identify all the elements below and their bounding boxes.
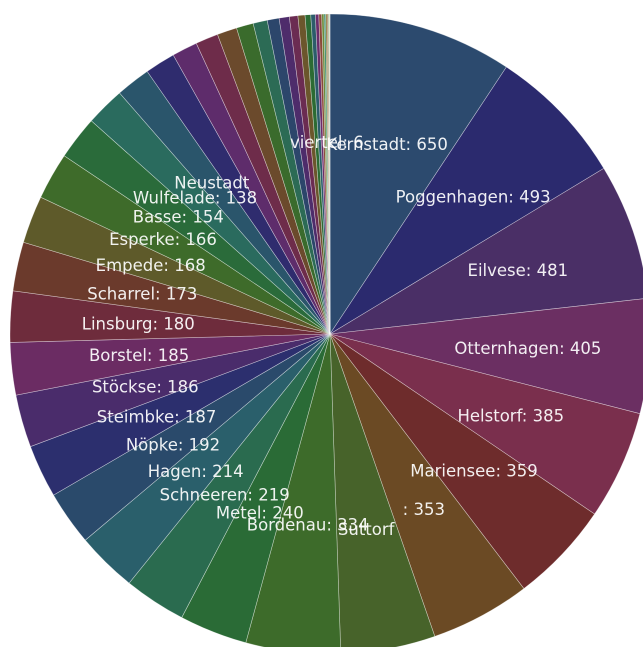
- slice-label: Neustadt: [174, 174, 250, 193]
- slice-label: Basse: 154: [133, 207, 224, 226]
- slice-label: : 353: [403, 500, 445, 519]
- slice-label: Empede: 168: [96, 256, 206, 275]
- slice-label: Eilvese: 481: [468, 261, 569, 280]
- slice-label: Nöpke: 192: [126, 436, 220, 455]
- slice-label: Poggenhagen: 493: [396, 188, 551, 207]
- slice-labels: Kernstadt: 650 Poggenhagen: 493 Eilvese: 4…: [82, 133, 602, 539]
- slice-label: Stöckse: 186: [92, 377, 199, 396]
- slice-label: Schneeren: 219: [160, 486, 290, 505]
- slice-label: Steimbke: 187: [97, 407, 217, 426]
- slice-label: Otternhagen: 405: [454, 339, 601, 358]
- pie-slice: [329, 333, 436, 647]
- slice-label: Linsburg: 180: [82, 315, 195, 334]
- slice-label: Wulfelade: 138: [133, 189, 257, 208]
- slice-label: Bordenau: 334: [247, 516, 369, 535]
- pie-slice: [329, 66, 605, 335]
- slice-label: Hagen: 214: [148, 462, 244, 481]
- pie-slice: [329, 167, 643, 335]
- slice-label: Borstel: 185: [89, 346, 189, 365]
- slice-label: Esperke: 166: [109, 230, 217, 249]
- slice-label: Mariensee: 359: [410, 462, 538, 481]
- pie-slices: [9, 13, 643, 647]
- slice-label: viertel: 6: [290, 133, 364, 152]
- slice-label: Metel: 240: [216, 504, 304, 523]
- slice-label: Helstorf: 385: [457, 407, 564, 426]
- slice-label: Kernstadt: 650: [326, 135, 448, 154]
- pie-slice: [329, 13, 507, 335]
- slice-label: Scharrel: 173: [87, 284, 197, 303]
- slice-label: Suttorf: [338, 520, 396, 539]
